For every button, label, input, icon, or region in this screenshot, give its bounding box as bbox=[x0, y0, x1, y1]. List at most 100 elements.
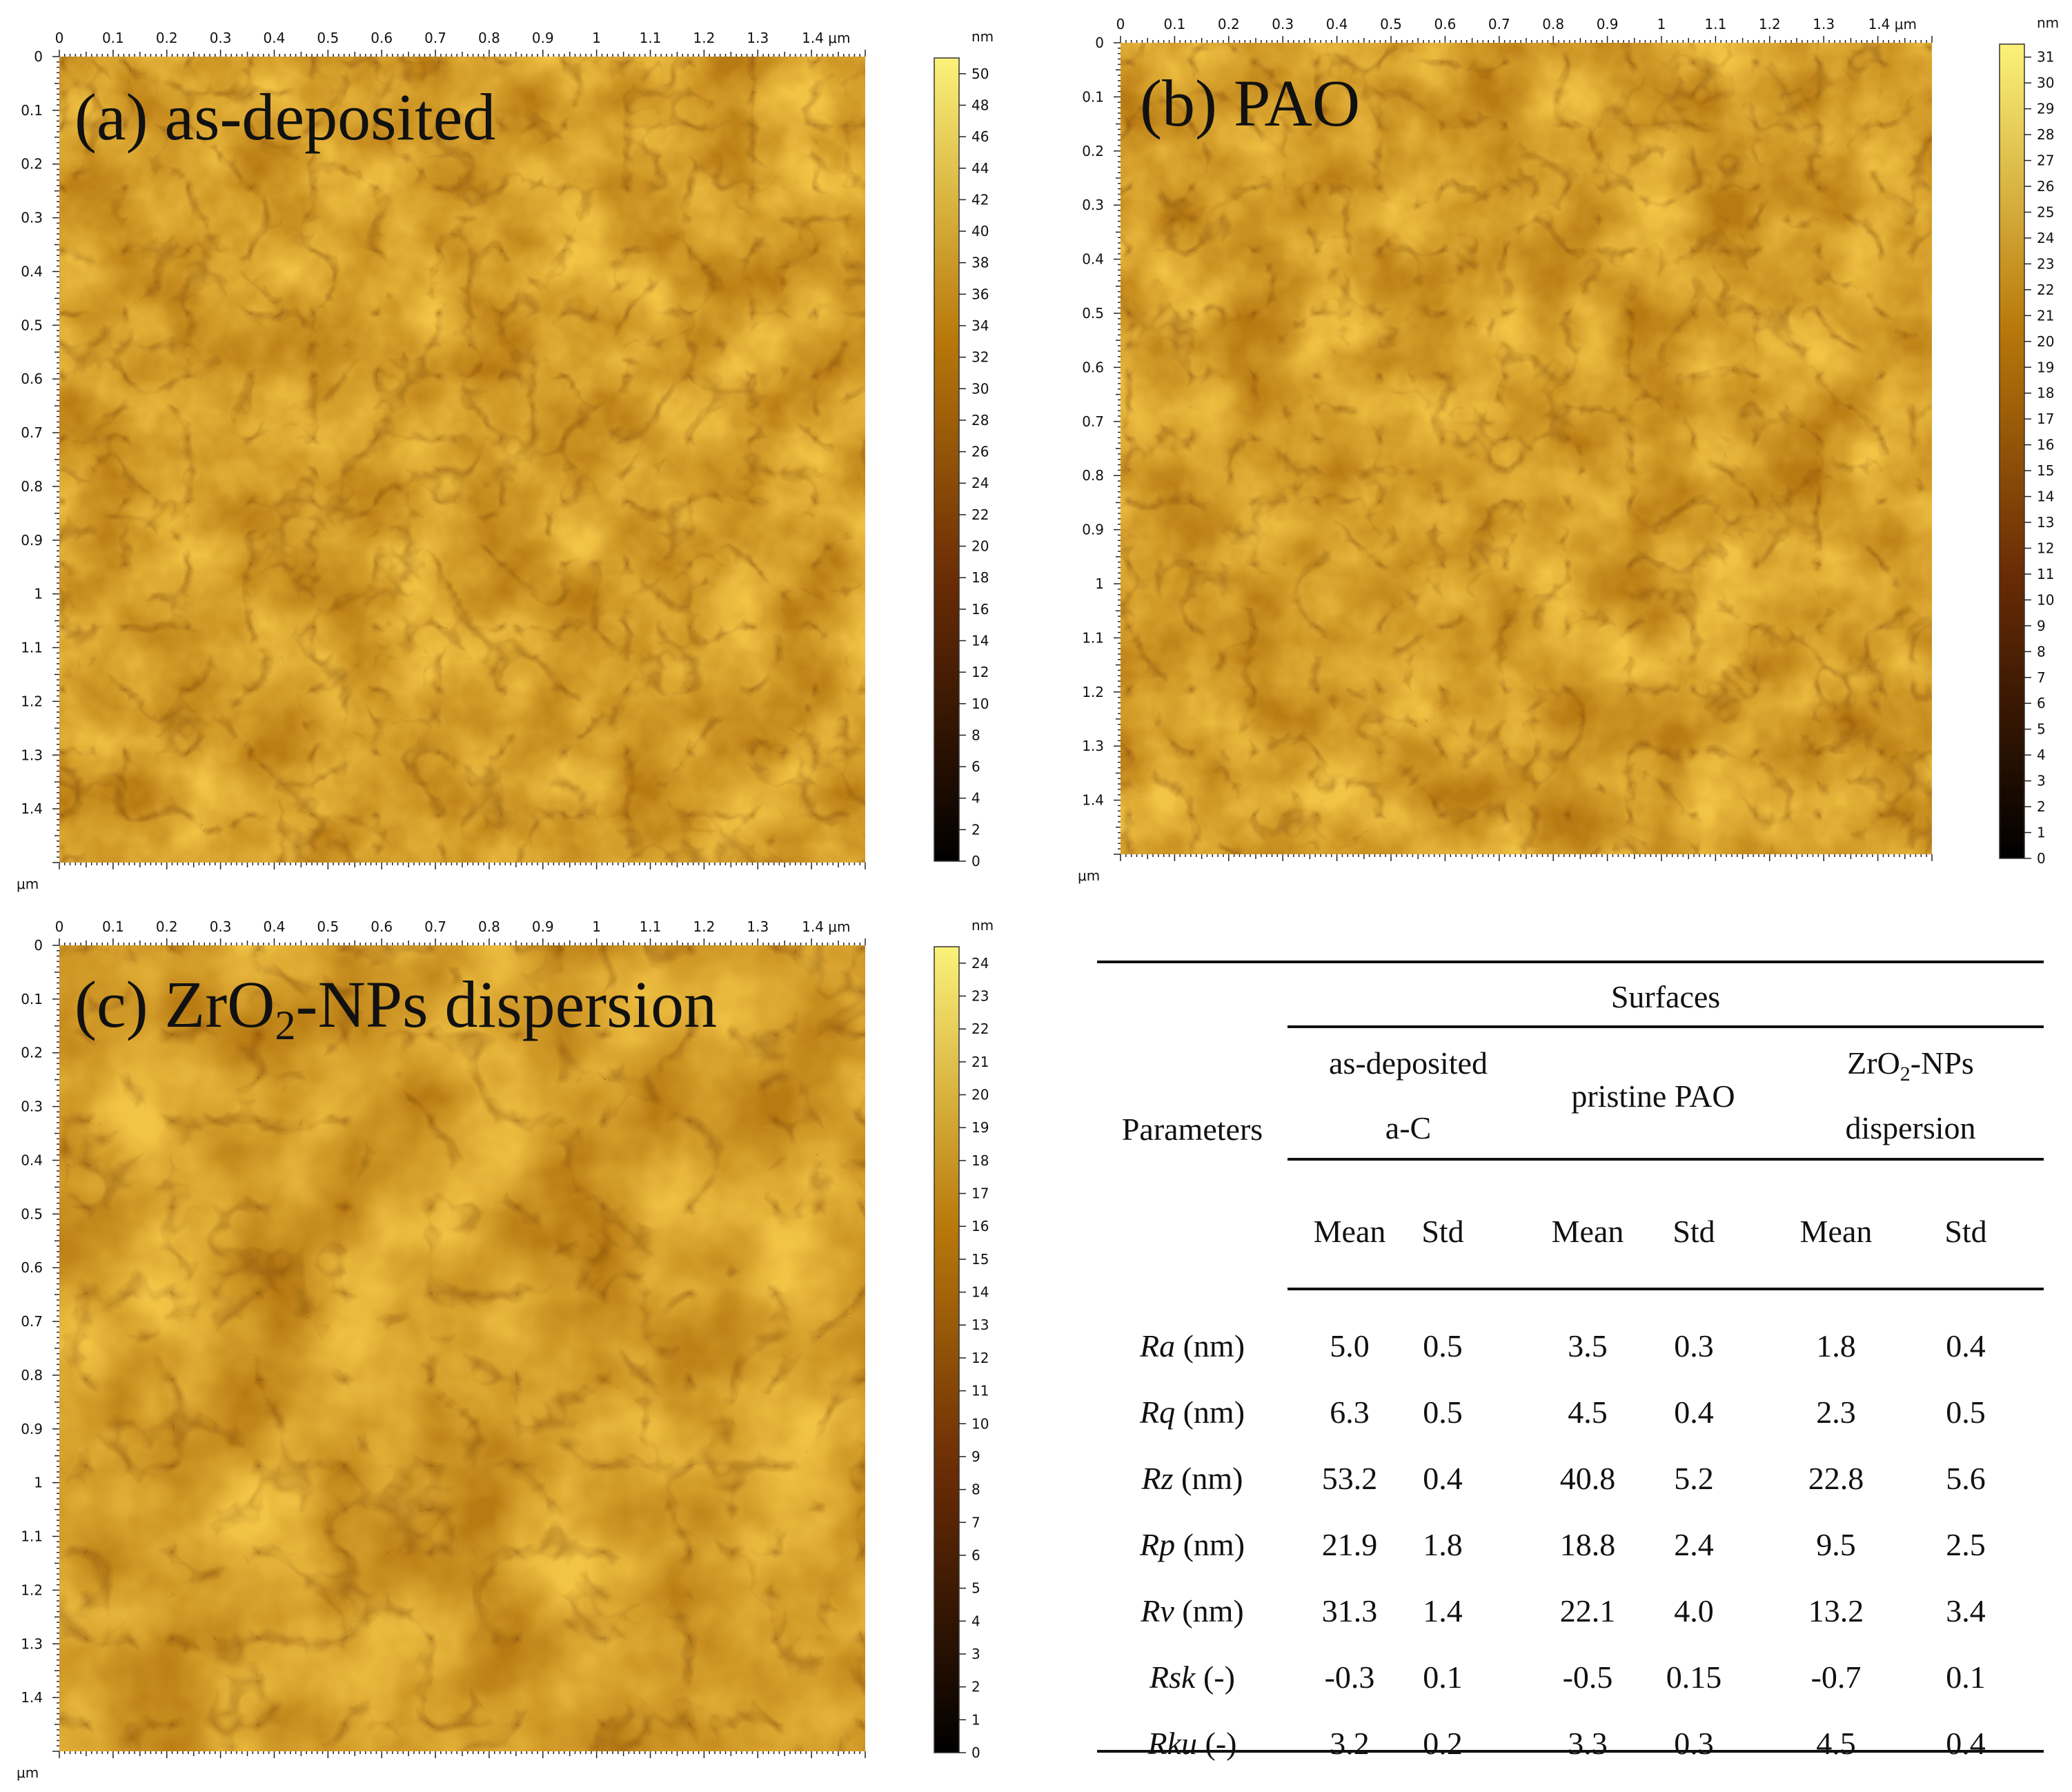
y-tick-label: 0.3 bbox=[1082, 197, 1104, 213]
y-tick-label: 1 bbox=[34, 1475, 43, 1491]
y-tick-label: 0.7 bbox=[1082, 413, 1104, 430]
value-rz-1: 0.4 bbox=[1423, 1461, 1463, 1496]
x-tick-label: 0.9 bbox=[532, 30, 554, 46]
param-rv: Rv (nm) bbox=[1141, 1593, 1244, 1628]
value-rz-5: 5.6 bbox=[1946, 1461, 1986, 1496]
y-tick-label: 0.6 bbox=[1082, 359, 1104, 375]
colorbar-tick-label: 9 bbox=[2037, 618, 2046, 634]
x-tick-label: 0.8 bbox=[1542, 16, 1564, 32]
colorbar-tick-label: 28 bbox=[2037, 126, 2054, 143]
roughness-table: Surfaces Parameters as-deposited a-C pri… bbox=[1097, 961, 2044, 1760]
x-tick-label: 0.5 bbox=[317, 918, 339, 935]
x-tick-label: 1.2 bbox=[1759, 16, 1781, 32]
colorbar-tick-label: 50 bbox=[971, 66, 989, 82]
x-tick-label: 0.5 bbox=[1380, 16, 1402, 32]
colorbar-unit: nm bbox=[971, 917, 994, 934]
colorbar-unit: nm bbox=[2037, 14, 2059, 31]
value-rv-3: 4.0 bbox=[1674, 1593, 1714, 1628]
value-ra-5: 0.4 bbox=[1946, 1328, 1986, 1363]
colorbar-tick-label: 10 bbox=[971, 1415, 989, 1432]
x-tick-label: 1.3 bbox=[747, 918, 769, 935]
colorbar-tick-label: 18 bbox=[971, 1152, 989, 1169]
x-tick-label: 1.4 μm bbox=[802, 30, 850, 46]
y-tick-label: 1.1 bbox=[21, 1528, 43, 1545]
value-rq-3: 0.4 bbox=[1674, 1395, 1714, 1430]
mean-header: Mean bbox=[1799, 1214, 1873, 1249]
axis-unit-label: μm bbox=[1078, 867, 1100, 884]
colorbar-tick-label: 22 bbox=[971, 506, 989, 523]
value-rq-2: 4.5 bbox=[1568, 1395, 1608, 1430]
value-ra-0: 5.0 bbox=[1330, 1328, 1370, 1363]
y-tick-label: 0.4 bbox=[21, 263, 43, 279]
colorbar-tick-label: 12 bbox=[2037, 540, 2054, 556]
group-pristine-pao: pristine PAO bbox=[1571, 1079, 1735, 1114]
colorbar-tick-label: 14 bbox=[971, 632, 989, 649]
colorbar-tick-label: 24 bbox=[971, 955, 989, 972]
colorbar-tick-label: 20 bbox=[971, 1087, 989, 1103]
y-tick-label: 0.5 bbox=[1082, 305, 1104, 322]
panel-a-title: (a) as-deposited bbox=[75, 80, 496, 154]
x-tick-label: 1.1 bbox=[640, 918, 662, 935]
y-tick-label: 0.6 bbox=[21, 371, 43, 387]
y-tick-label: 0.8 bbox=[21, 1367, 43, 1384]
value-rku-3: 0.3 bbox=[1674, 1726, 1714, 1761]
value-rq-0: 6.3 bbox=[1330, 1395, 1370, 1430]
colorbar-tick-label: 17 bbox=[2037, 411, 2054, 427]
colorbar-tick-label: 22 bbox=[2037, 282, 2054, 298]
value-rp-5: 2.5 bbox=[1946, 1527, 1986, 1562]
colorbar-tick-label: 26 bbox=[971, 444, 989, 460]
x-tick-label: 1.1 bbox=[1704, 16, 1726, 32]
value-rv-2: 22.1 bbox=[1559, 1593, 1616, 1628]
group-zro2-line1: ZrO2-NPs bbox=[1847, 1045, 1974, 1085]
y-tick-label: 0.2 bbox=[1082, 143, 1104, 159]
colorbar-tick-label: 6 bbox=[971, 1547, 980, 1564]
colorbar-tick-label: 1 bbox=[971, 1711, 980, 1728]
value-rv-4: 13.2 bbox=[1808, 1593, 1864, 1628]
colorbar-tick-label: 19 bbox=[2037, 359, 2054, 375]
group-zro2-line2: dispersion bbox=[1845, 1110, 1976, 1145]
value-rp-1: 1.8 bbox=[1423, 1527, 1463, 1562]
colorbar-tick-label: 7 bbox=[2037, 669, 2046, 686]
y-tick-label: 1.2 bbox=[21, 1582, 43, 1598]
colorbar-tick-label: 8 bbox=[971, 727, 980, 743]
y-tick-label: 0.2 bbox=[21, 156, 43, 173]
value-rku-1: 0.2 bbox=[1423, 1726, 1463, 1761]
x-tick-label: 1 bbox=[1657, 16, 1666, 32]
y-tick-label: 0 bbox=[34, 937, 43, 954]
value-rku-2: 3.3 bbox=[1568, 1726, 1608, 1761]
param-rku: Rku (-) bbox=[1147, 1726, 1237, 1761]
colorbar-tick-label: 0 bbox=[2037, 850, 2046, 867]
colorbar-tick-label: 8 bbox=[971, 1481, 980, 1498]
panel-c-title: (c) ZrO2-NPs dispersion bbox=[75, 967, 718, 1048]
groups-rule bbox=[1287, 1158, 2044, 1161]
colorbar-tick-label: 11 bbox=[2037, 566, 2054, 582]
colorbar-tick-label: 19 bbox=[971, 1119, 989, 1136]
colorbar-tick-label: 10 bbox=[2037, 591, 2054, 608]
y-tick-label: 1.1 bbox=[21, 640, 43, 656]
colorbar-tick-label: 2 bbox=[2037, 798, 2046, 815]
x-tick-label: 1.3 bbox=[747, 30, 769, 46]
param-rp: Rp (nm) bbox=[1139, 1527, 1245, 1562]
value-rv-1: 1.4 bbox=[1423, 1593, 1463, 1628]
afm-panel-as-deposited: 0 0.1 0.2 0.3 0.4 0.5 0.6 0.7 0.8 0.9 1 1.1 1.2 1.3 1.… bbox=[0, 0, 1035, 892]
x-tick-label: 0 bbox=[1116, 16, 1125, 32]
x-tick-label: 0.7 bbox=[424, 30, 446, 46]
value-rsk-1: 0.1 bbox=[1423, 1660, 1463, 1695]
x-tick-label: 0.2 bbox=[156, 918, 178, 935]
y-tick-label: 0.5 bbox=[21, 317, 43, 333]
y-tick-label: 1.3 bbox=[21, 1635, 43, 1652]
colorbar-tick-label: 32 bbox=[971, 349, 989, 366]
x-tick-label: 1.3 bbox=[1813, 16, 1835, 32]
colorbar-tick-label: 34 bbox=[971, 317, 989, 334]
y-tick-label: 0.3 bbox=[21, 210, 43, 226]
colorbar-tick-label: 18 bbox=[2037, 385, 2054, 402]
value-rq-5: 0.5 bbox=[1946, 1395, 1986, 1430]
colorbar bbox=[934, 946, 960, 1753]
colorbar-unit: nm bbox=[971, 28, 994, 45]
group-as-deposited-line1: as-deposited bbox=[1329, 1045, 1488, 1081]
x-tick-label: 0.4 bbox=[264, 918, 286, 935]
x-tick-label: 0 bbox=[55, 918, 64, 935]
colorbar-tick-label: 2 bbox=[971, 821, 980, 838]
afm-image-shadows bbox=[59, 945, 865, 1751]
colorbar-tick-label: 30 bbox=[971, 380, 989, 397]
